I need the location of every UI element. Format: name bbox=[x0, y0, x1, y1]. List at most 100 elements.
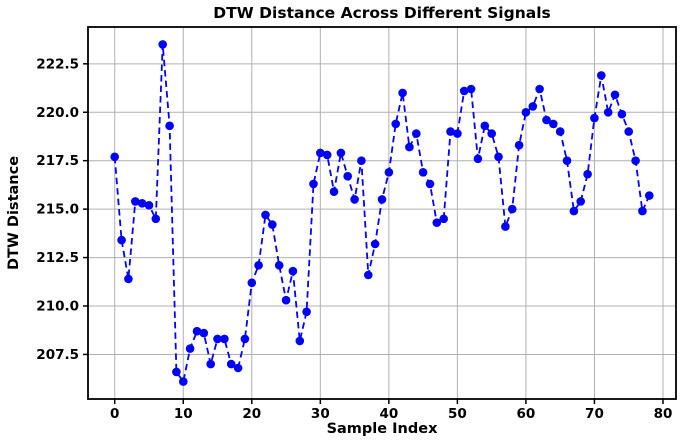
data-point bbox=[384, 168, 394, 177]
data-point bbox=[247, 278, 257, 288]
y-tick-label: 222.5 bbox=[36, 56, 79, 72]
data-point bbox=[501, 222, 510, 231]
data-point bbox=[336, 148, 346, 158]
data-point bbox=[473, 154, 483, 164]
data-point bbox=[322, 150, 332, 160]
data-point bbox=[172, 367, 181, 377]
x-tick-label: 20 bbox=[242, 406, 261, 422]
data-point bbox=[603, 108, 613, 117]
data-point bbox=[569, 206, 579, 216]
y-tick-label: 212.5 bbox=[36, 250, 79, 266]
data-point bbox=[233, 363, 243, 373]
plot-border bbox=[87, 26, 677, 400]
data-point bbox=[377, 195, 387, 204]
data-point bbox=[226, 359, 236, 369]
x-tick-label: 50 bbox=[448, 406, 467, 422]
data-point bbox=[137, 199, 147, 208]
y-tick-label: 207.5 bbox=[36, 347, 79, 363]
data-point bbox=[254, 261, 263, 270]
data-point bbox=[240, 334, 250, 344]
data-point bbox=[110, 152, 119, 162]
data-point bbox=[295, 336, 305, 346]
data-point bbox=[624, 127, 633, 136]
data-point bbox=[514, 140, 524, 150]
data-point bbox=[542, 115, 551, 125]
data-point bbox=[370, 239, 380, 249]
x-tick-label: 10 bbox=[174, 406, 193, 422]
x-axis-label: Sample Index bbox=[326, 421, 438, 437]
data-point bbox=[412, 129, 421, 138]
data-point bbox=[179, 377, 188, 386]
data-point bbox=[466, 84, 476, 94]
data-point bbox=[405, 142, 414, 152]
data-point bbox=[398, 88, 407, 98]
data-point bbox=[590, 113, 599, 123]
data-point bbox=[583, 169, 592, 179]
data-point bbox=[453, 129, 462, 138]
data-point bbox=[487, 129, 497, 138]
data-point bbox=[158, 40, 167, 49]
data-point bbox=[528, 102, 538, 111]
data-point bbox=[302, 307, 311, 317]
data-point bbox=[459, 86, 469, 96]
data-point bbox=[364, 270, 373, 280]
data-point bbox=[617, 109, 627, 119]
data-point bbox=[165, 121, 174, 131]
data-point bbox=[432, 218, 442, 227]
x-tick-label: 60 bbox=[517, 406, 536, 422]
data-point bbox=[199, 328, 209, 338]
x-tick-label: 0 bbox=[110, 406, 119, 422]
data-point bbox=[350, 195, 359, 204]
data-point bbox=[480, 121, 490, 131]
data-point bbox=[206, 359, 215, 369]
data-point bbox=[357, 156, 366, 165]
data-point bbox=[521, 108, 531, 117]
data-point bbox=[576, 197, 585, 206]
data-point bbox=[281, 295, 291, 305]
data-point bbox=[268, 220, 277, 229]
y-tick-label: 220.0 bbox=[36, 105, 79, 121]
data-point bbox=[151, 214, 161, 224]
data-point bbox=[425, 179, 435, 189]
data-point bbox=[329, 187, 339, 196]
y-axis-label: DTW Distance bbox=[6, 155, 22, 271]
data-point bbox=[288, 266, 298, 276]
y-tick-label: 217.5 bbox=[36, 153, 79, 169]
data-point bbox=[549, 119, 558, 129]
data-point bbox=[507, 204, 517, 214]
data-point bbox=[213, 334, 222, 344]
data-point bbox=[645, 191, 654, 200]
data-point bbox=[185, 344, 195, 353]
x-tick-label: 30 bbox=[311, 406, 330, 422]
data-point bbox=[117, 235, 126, 245]
x-tick-label: 70 bbox=[585, 406, 604, 422]
data-point bbox=[494, 152, 503, 162]
y-tick-label: 210.0 bbox=[36, 299, 79, 315]
data-point bbox=[610, 90, 620, 100]
data-point bbox=[418, 168, 428, 177]
data-point bbox=[343, 171, 353, 181]
data-point bbox=[131, 197, 140, 206]
chart-title: DTW Distance Across Different Signals bbox=[213, 4, 551, 22]
x-tick-label: 40 bbox=[379, 406, 398, 422]
x-tick-label: 80 bbox=[654, 406, 673, 422]
data-point bbox=[220, 334, 229, 344]
data-point bbox=[124, 274, 133, 284]
data-point bbox=[597, 71, 606, 80]
data-point bbox=[261, 210, 270, 220]
data-point bbox=[391, 119, 401, 129]
data-point bbox=[631, 156, 640, 165]
y-tick-label: 215.0 bbox=[36, 202, 79, 218]
data-point bbox=[192, 326, 202, 336]
data-point bbox=[316, 148, 325, 158]
data-point bbox=[446, 127, 455, 136]
data-point bbox=[535, 84, 544, 94]
data-point bbox=[274, 261, 284, 270]
data-point bbox=[439, 214, 449, 224]
data-point bbox=[562, 156, 572, 165]
data-point bbox=[144, 201, 154, 210]
data-point bbox=[638, 206, 647, 216]
data-point bbox=[555, 127, 565, 136]
